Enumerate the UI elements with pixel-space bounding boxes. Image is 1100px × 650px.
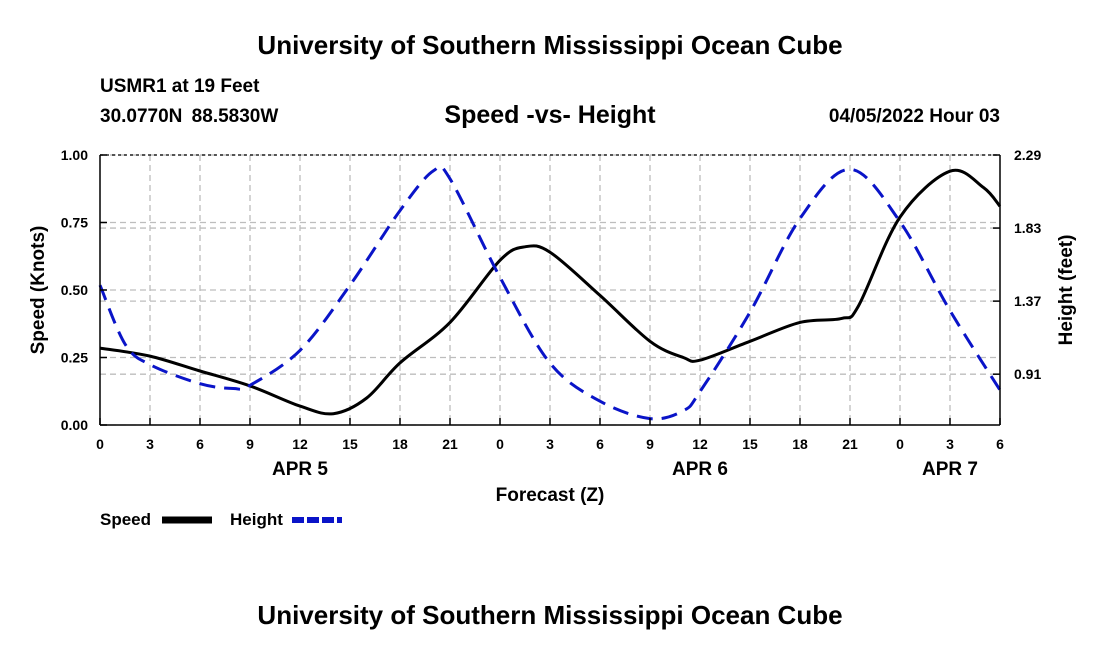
page-title: University of Southern Mississippi Ocean… xyxy=(257,30,843,60)
x-tick-label: 6 xyxy=(996,436,1004,452)
series-layer xyxy=(98,164,1002,421)
speed-height-chart: 0 3 6 9 12 15 18 21 0 3 6 9 12 15 18 21 0 3 6 0.00 0.25 0.50 0… xyxy=(28,147,1077,529)
forecast-datetime: 04/05/2022 Hour 03 xyxy=(828,106,1000,127)
chart-subtitle: Speed -vs- Height xyxy=(444,101,656,129)
x-tick-label: 0 xyxy=(496,436,504,452)
x-tick-label: 6 xyxy=(596,436,604,452)
legend: Speed Height xyxy=(100,510,342,529)
speed-series-line xyxy=(99,168,1002,416)
x-tick-label: 21 xyxy=(842,436,858,452)
x-tick-label: 0 xyxy=(896,436,904,452)
y2-tick-label: 2.29 xyxy=(1014,147,1041,163)
day-label: APR 6 xyxy=(672,459,728,480)
x-tick-label: 18 xyxy=(792,436,808,452)
legend-label-height: Height xyxy=(230,510,283,529)
day-label: APR 5 xyxy=(272,459,328,480)
x-tick-label: 9 xyxy=(246,436,254,452)
axes xyxy=(99,154,1001,426)
y-axis-title: Speed (Knots) xyxy=(28,226,49,355)
y-tick-label: 1.00 xyxy=(61,147,88,163)
y2-axis-title: Height (feet) xyxy=(1056,235,1077,346)
y-tick-label: 0.50 xyxy=(61,282,88,298)
x-tick-label: 15 xyxy=(742,436,758,452)
y-tick-label: 0.00 xyxy=(61,417,88,433)
x-tick-label: 21 xyxy=(442,436,458,452)
x-tick-label: 12 xyxy=(692,436,708,452)
x-tick-label: 3 xyxy=(146,436,154,452)
axis-labels: 0 3 6 9 12 15 18 21 0 3 6 9 12 15 18 21 0 3 6 0.00 0.25 0.50 0… xyxy=(28,147,1077,506)
x-tick-label: 15 xyxy=(342,436,358,452)
y2-tick-label: 1.83 xyxy=(1014,220,1041,236)
station-coordinates: 30.0770N 88.5830W xyxy=(100,106,279,127)
y2-tick-label: 1.37 xyxy=(1014,293,1041,309)
x-tick-label: 3 xyxy=(546,436,554,452)
x-tick-label: 12 xyxy=(292,436,308,452)
y2-tick-label: 0.91 xyxy=(1014,366,1041,382)
legend-label-speed: Speed xyxy=(100,510,151,529)
x-tick-label: 0 xyxy=(96,436,104,452)
height-series-line xyxy=(98,164,1002,421)
x-tick-label: 9 xyxy=(646,436,654,452)
footer-title: University of Southern Mississippi Ocean… xyxy=(257,600,843,630)
day-label: APR 7 xyxy=(922,459,978,480)
y-tick-label: 0.25 xyxy=(61,350,88,366)
x-tick-label: 6 xyxy=(196,436,204,452)
station-label: USMR1 at 19 Feet xyxy=(100,76,260,97)
y-tick-label: 0.75 xyxy=(61,215,88,231)
x-axis-title: Forecast (Z) xyxy=(496,485,605,506)
x-tick-label: 3 xyxy=(946,436,954,452)
x-tick-label: 18 xyxy=(392,436,408,452)
